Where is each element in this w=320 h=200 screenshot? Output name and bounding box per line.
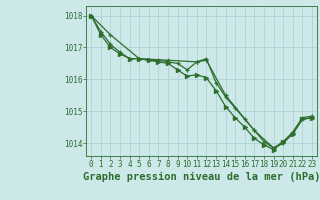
X-axis label: Graphe pression niveau de la mer (hPa): Graphe pression niveau de la mer (hPa) [83,172,320,182]
